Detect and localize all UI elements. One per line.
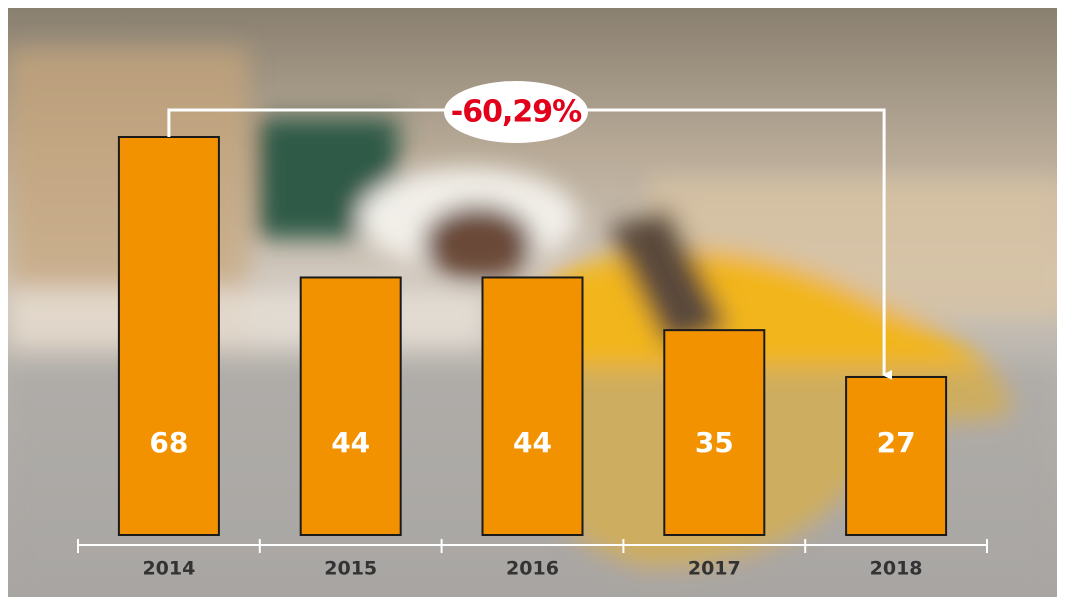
value-label: 35: [695, 426, 734, 459]
x-tick-label: 2016: [506, 558, 559, 580]
bar: [119, 137, 219, 535]
x-tick-label: 2017: [688, 558, 741, 580]
chart: 68 2014 44 2015 44 2016 35 2017 27 2018 -60,29%: [0, 0, 1065, 605]
x-tick-label: 2018: [870, 558, 923, 580]
bar: [483, 277, 583, 535]
value-label: 44: [331, 426, 370, 459]
bar: [301, 277, 401, 535]
x-tick-label: 2015: [324, 558, 377, 580]
value-label: 27: [877, 426, 916, 459]
x-tick-label: 2014: [142, 558, 195, 580]
value-label: 68: [149, 426, 188, 459]
value-label: 44: [513, 426, 552, 459]
annotation: -60,29%: [451, 95, 582, 130]
